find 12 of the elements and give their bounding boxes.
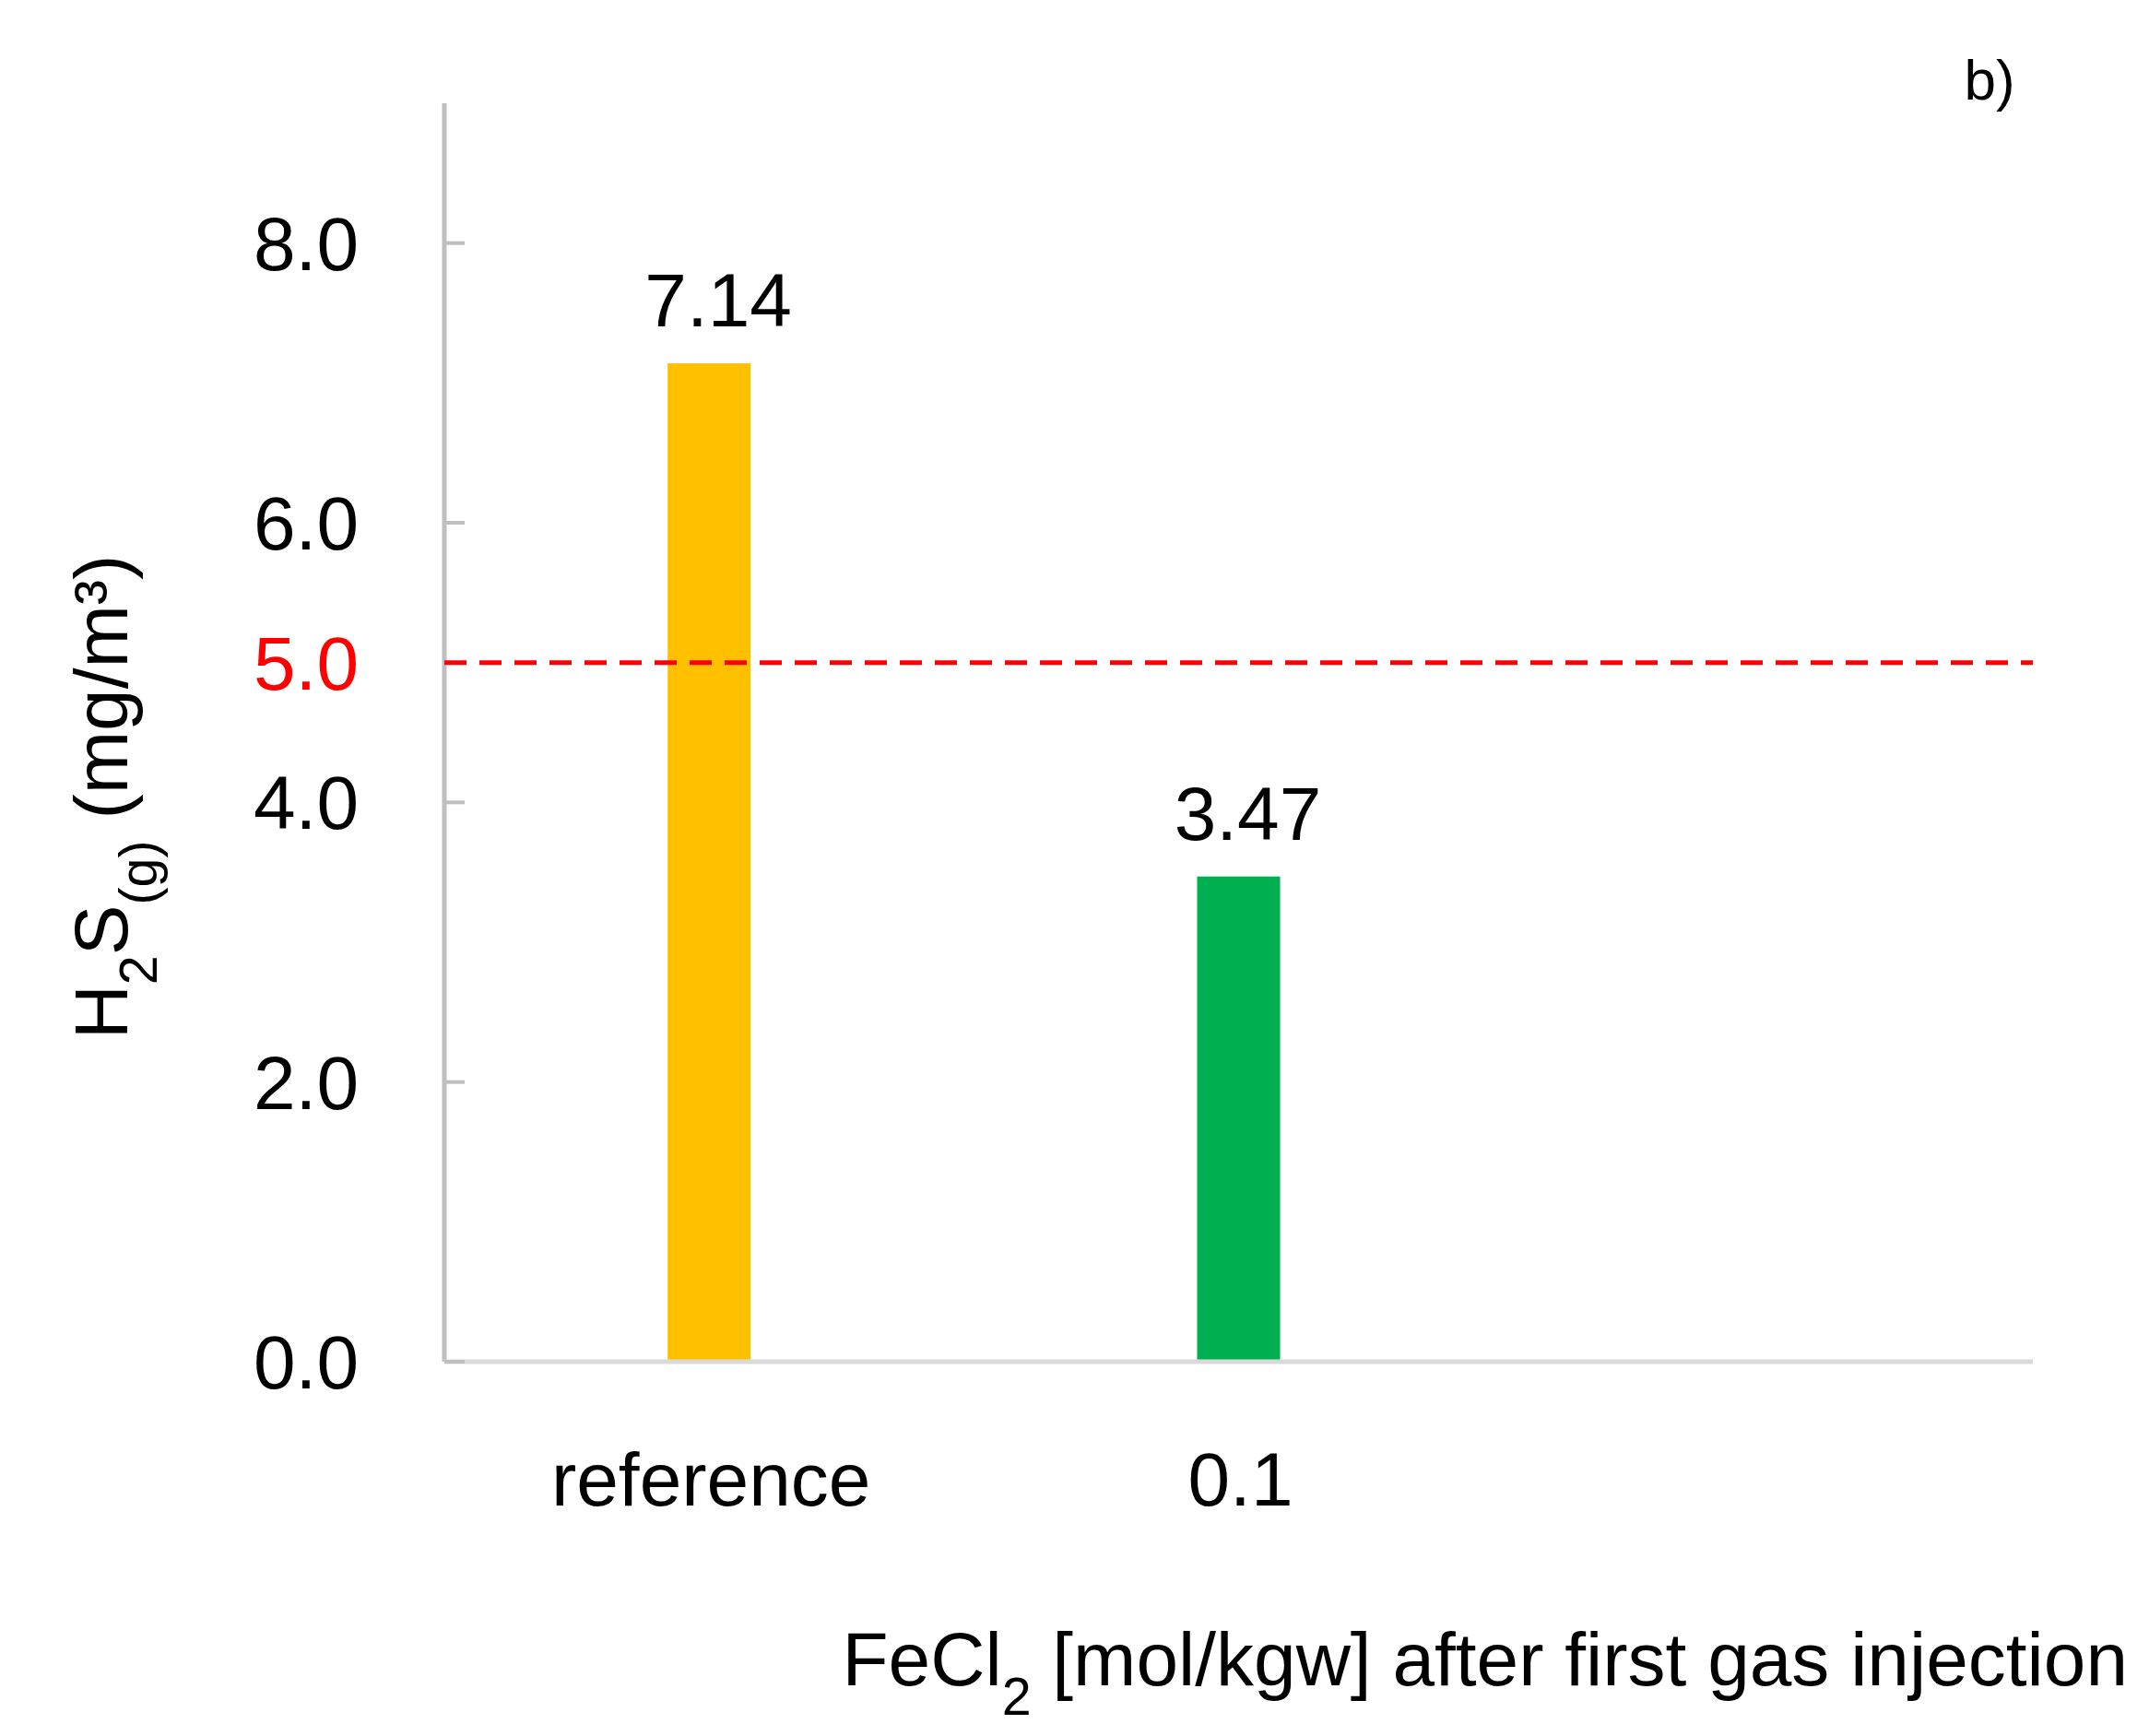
- y-tick-label: 4.0: [254, 761, 359, 845]
- y-tick-label: 0.0: [254, 1320, 359, 1404]
- x-axis-title: FeCl$_{2}$ [mol/kgw] after first gas injection: [842, 1617, 2128, 1726]
- y-tick-label: 6.0: [254, 481, 359, 565]
- x-tick-label: 0.1: [1187, 1437, 1293, 1521]
- data-label: 7.14: [644, 258, 792, 343]
- y-tick-label: 2.0: [254, 1040, 359, 1125]
- data-label: 3.47: [1174, 771, 1322, 856]
- text: b): [1964, 48, 2015, 112]
- ref-line-label: 5.0: [254, 620, 359, 705]
- y-tick-label: 8.0: [254, 201, 359, 286]
- x-tick-label: reference: [550, 1437, 871, 1521]
